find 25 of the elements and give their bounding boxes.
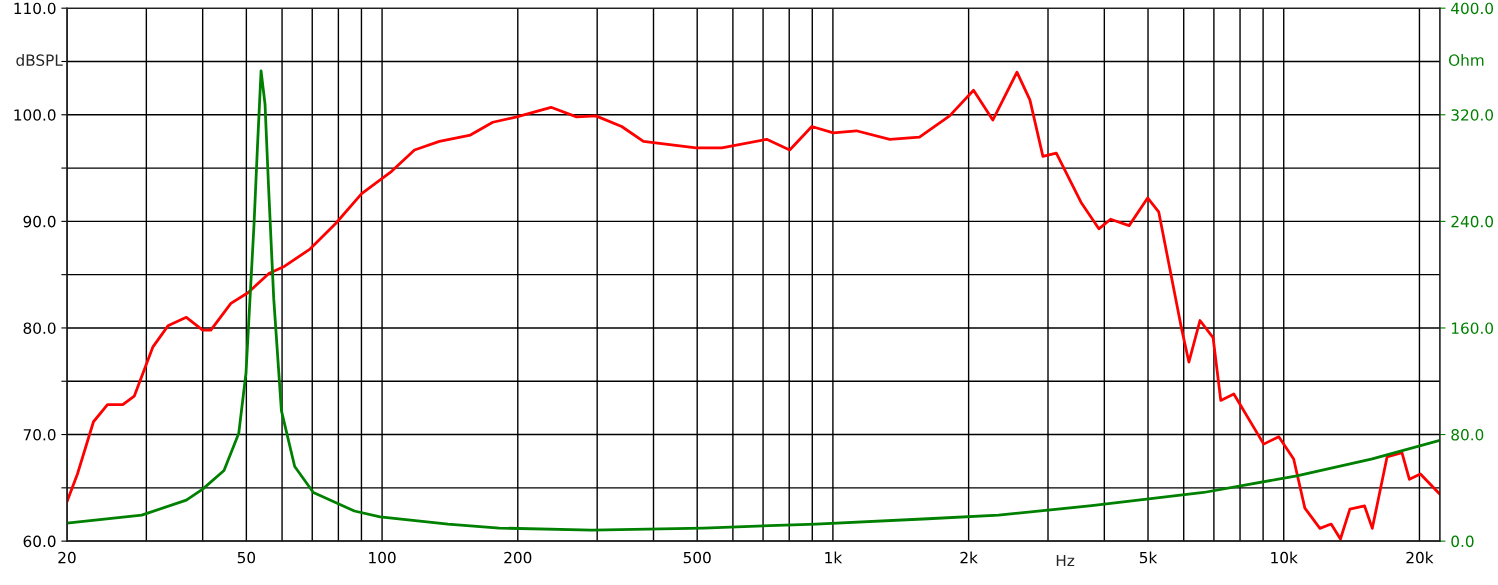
x-tick-label: 200 (504, 551, 532, 564)
y2-tick-label: 0.0 (1451, 535, 1474, 548)
x-tick-label: 50 (237, 551, 256, 564)
y2-tick-label: 240.0 (1451, 215, 1494, 228)
y-tick-label: 70.0 (23, 429, 56, 441)
x-tick-label: 5k (1139, 551, 1158, 564)
x-tick-label: 1k (825, 551, 843, 564)
x-tick-label: 100 (369, 551, 396, 564)
y2-tick-label: 320.0 (1451, 109, 1494, 121)
y-tick-label: 90.0 (23, 215, 56, 228)
x-tick-label: 2k (960, 551, 978, 564)
x-tick-label: 10k (1271, 551, 1298, 564)
x-axis-title: Hz (1056, 554, 1075, 567)
x-tick-label: 20k (1406, 551, 1434, 564)
y-axis-title: dBSPL (16, 54, 63, 66)
y2-tick-label: 400.0 (1451, 2, 1494, 15)
y2-tick-label: 80.0 (1451, 429, 1484, 441)
y-tick-label: 60.0 (23, 535, 56, 548)
y2-tick-label: 160.0 (1451, 322, 1494, 334)
y2-axis-title: Ohm (1448, 54, 1484, 66)
x-tick-label: 20 (58, 551, 76, 564)
x-tick-label: 500 (683, 551, 711, 564)
y-tick-label: 80.0 (23, 322, 56, 334)
y-tick-label: 110.0 (14, 2, 56, 15)
y-tick-label: 100.0 (14, 109, 56, 121)
